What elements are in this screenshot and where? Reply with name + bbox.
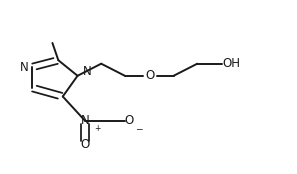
Text: N: N: [19, 61, 28, 74]
Text: N: N: [80, 114, 89, 127]
Text: O: O: [80, 138, 90, 151]
Text: +: +: [94, 124, 100, 133]
Text: OH: OH: [222, 57, 240, 70]
Text: −: −: [135, 124, 143, 133]
Text: O: O: [145, 69, 155, 82]
Text: N: N: [83, 65, 91, 78]
Text: O: O: [125, 114, 134, 127]
